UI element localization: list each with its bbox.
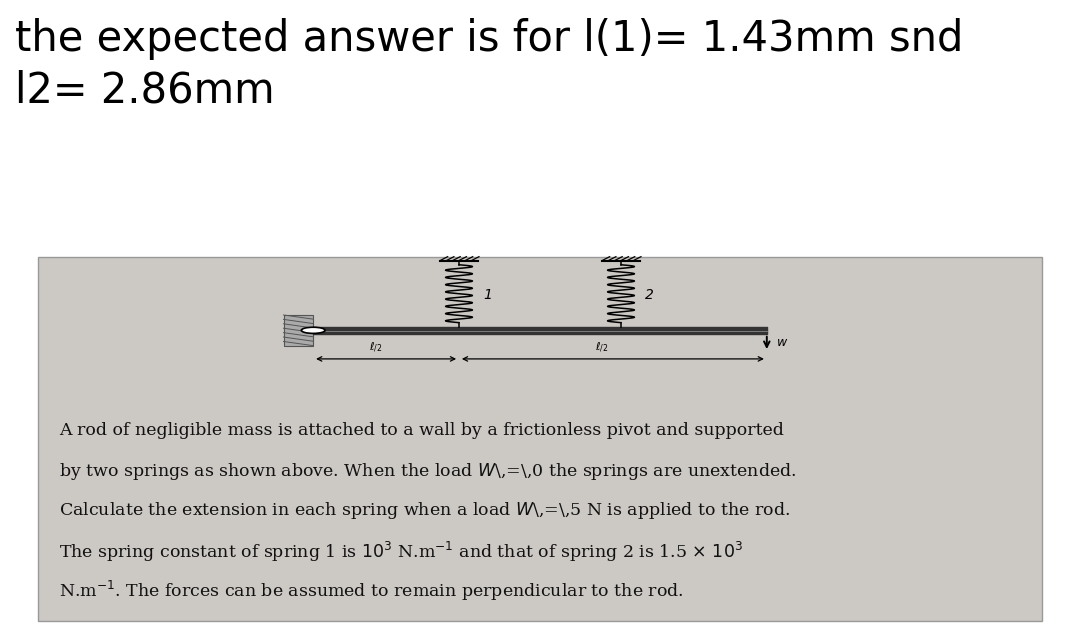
Text: 2: 2 — [646, 288, 654, 302]
Text: $\ell_{/2}$: $\ell_{/2}$ — [368, 341, 382, 355]
Text: $\ell_{/2}$: $\ell_{/2}$ — [595, 341, 609, 355]
Text: w: w — [777, 337, 786, 349]
Text: Calculate the extension in each spring when a load $W$\,=\,5 N is applied to the: Calculate the extension in each spring w… — [59, 500, 791, 521]
Text: The spring constant of spring 1 is $10^3$ N.m$^{-1}$ and that of spring 2 is 1.5: The spring constant of spring 1 is $10^3… — [59, 540, 743, 564]
Text: A rod of negligible mass is attached to a wall by a frictionless pivot and suppo: A rod of negligible mass is attached to … — [59, 422, 784, 439]
Text: N.m$^{-1}$. The forces can be assumed to remain perpendicular to the rod.: N.m$^{-1}$. The forces can be assumed to… — [59, 579, 684, 603]
Circle shape — [301, 327, 325, 333]
Bar — [38, 257, 1042, 621]
Text: the expected answer is for l(1)= 1.43mm snd
l2= 2.86mm: the expected answer is for l(1)= 1.43mm … — [15, 18, 963, 112]
Text: by two springs as shown above. When the load $W$\,=\,0 the springs are unextende: by two springs as shown above. When the … — [59, 461, 797, 482]
Text: 1: 1 — [484, 288, 492, 302]
Bar — [283, 315, 313, 346]
